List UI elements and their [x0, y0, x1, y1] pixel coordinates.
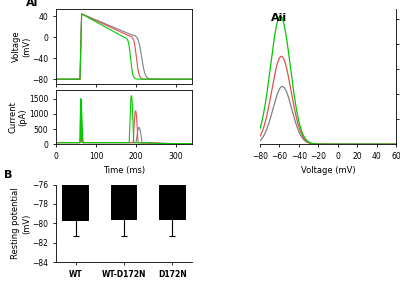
Bar — [159, 0, 186, 220]
Legend: WT I$_{K1}$, WT-D172N I$_{K1}$, D172N I$_{K1}$: WT I$_{K1}$, WT-D172N I$_{K1}$, D172N I$… — [295, 7, 359, 42]
Text: Aii: Aii — [271, 13, 287, 23]
Bar — [111, 0, 137, 220]
X-axis label: Voltage (mV): Voltage (mV) — [301, 166, 355, 175]
Text: B: B — [4, 170, 13, 181]
Y-axis label: Voltage
(mV): Voltage (mV) — [12, 31, 31, 62]
Text: Ai: Ai — [26, 0, 38, 7]
Bar — [62, 0, 89, 221]
Y-axis label: Resting potential
(mV): Resting potential (mV) — [12, 187, 31, 259]
Y-axis label: Current
(pA): Current (pA) — [8, 101, 28, 133]
X-axis label: Time (ms): Time (ms) — [103, 166, 145, 175]
